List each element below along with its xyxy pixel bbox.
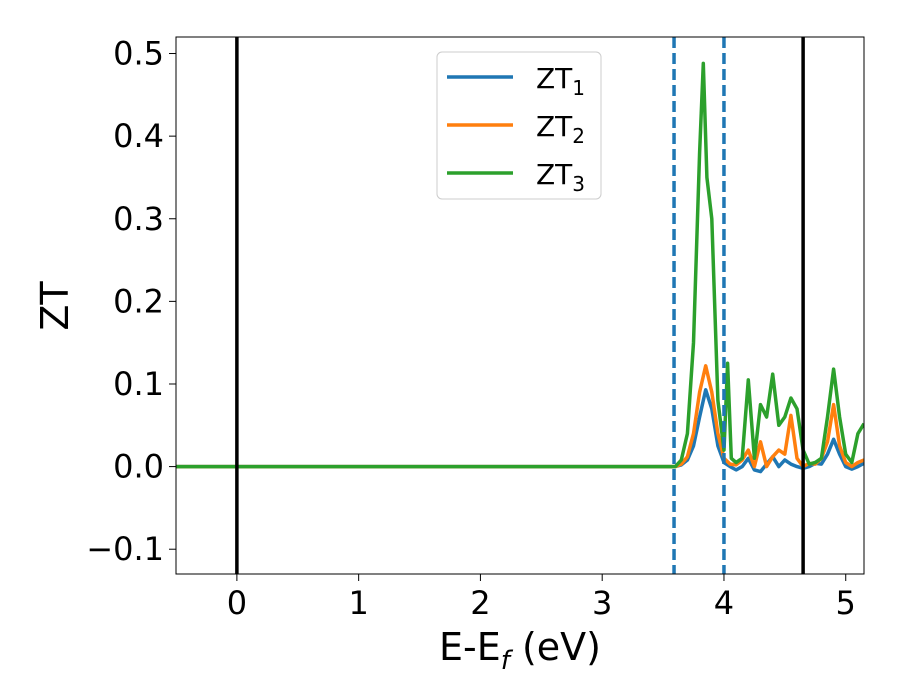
legend-box bbox=[436, 51, 602, 200]
y-tick-label: 0.0 bbox=[113, 448, 164, 486]
y-tick-label: 0.2 bbox=[113, 282, 164, 320]
legend-label-1: ZT1 bbox=[536, 62, 585, 100]
y-axis-label: ZT bbox=[33, 281, 77, 331]
y-tick-label: 0.4 bbox=[113, 117, 164, 155]
x-tick-label: 1 bbox=[348, 584, 368, 622]
x-tick-label: 5 bbox=[836, 584, 856, 622]
x-tick-label: 4 bbox=[714, 584, 734, 622]
y-tick-label: 0.3 bbox=[113, 200, 164, 238]
x-tick-label: 2 bbox=[470, 584, 490, 622]
x-tick-label: 3 bbox=[592, 584, 612, 622]
y-tick-label: 0.5 bbox=[113, 35, 164, 73]
legend: ZT1 ZT2 ZT3 bbox=[436, 51, 602, 200]
legend-label-3: ZT3 bbox=[536, 158, 585, 196]
series-line-1 bbox=[176, 388, 864, 474]
y-tick-label: 0.1 bbox=[113, 365, 164, 403]
legend-label-2: ZT2 bbox=[536, 110, 585, 148]
plot-frame bbox=[175, 36, 865, 575]
series-line-2 bbox=[176, 364, 864, 469]
x-tick-label: 0 bbox=[227, 584, 247, 622]
series-line-3 bbox=[176, 61, 864, 469]
y-tick-label: −0.1 bbox=[86, 530, 164, 568]
x-axis-label: E-Ef (eV) bbox=[439, 625, 601, 676]
